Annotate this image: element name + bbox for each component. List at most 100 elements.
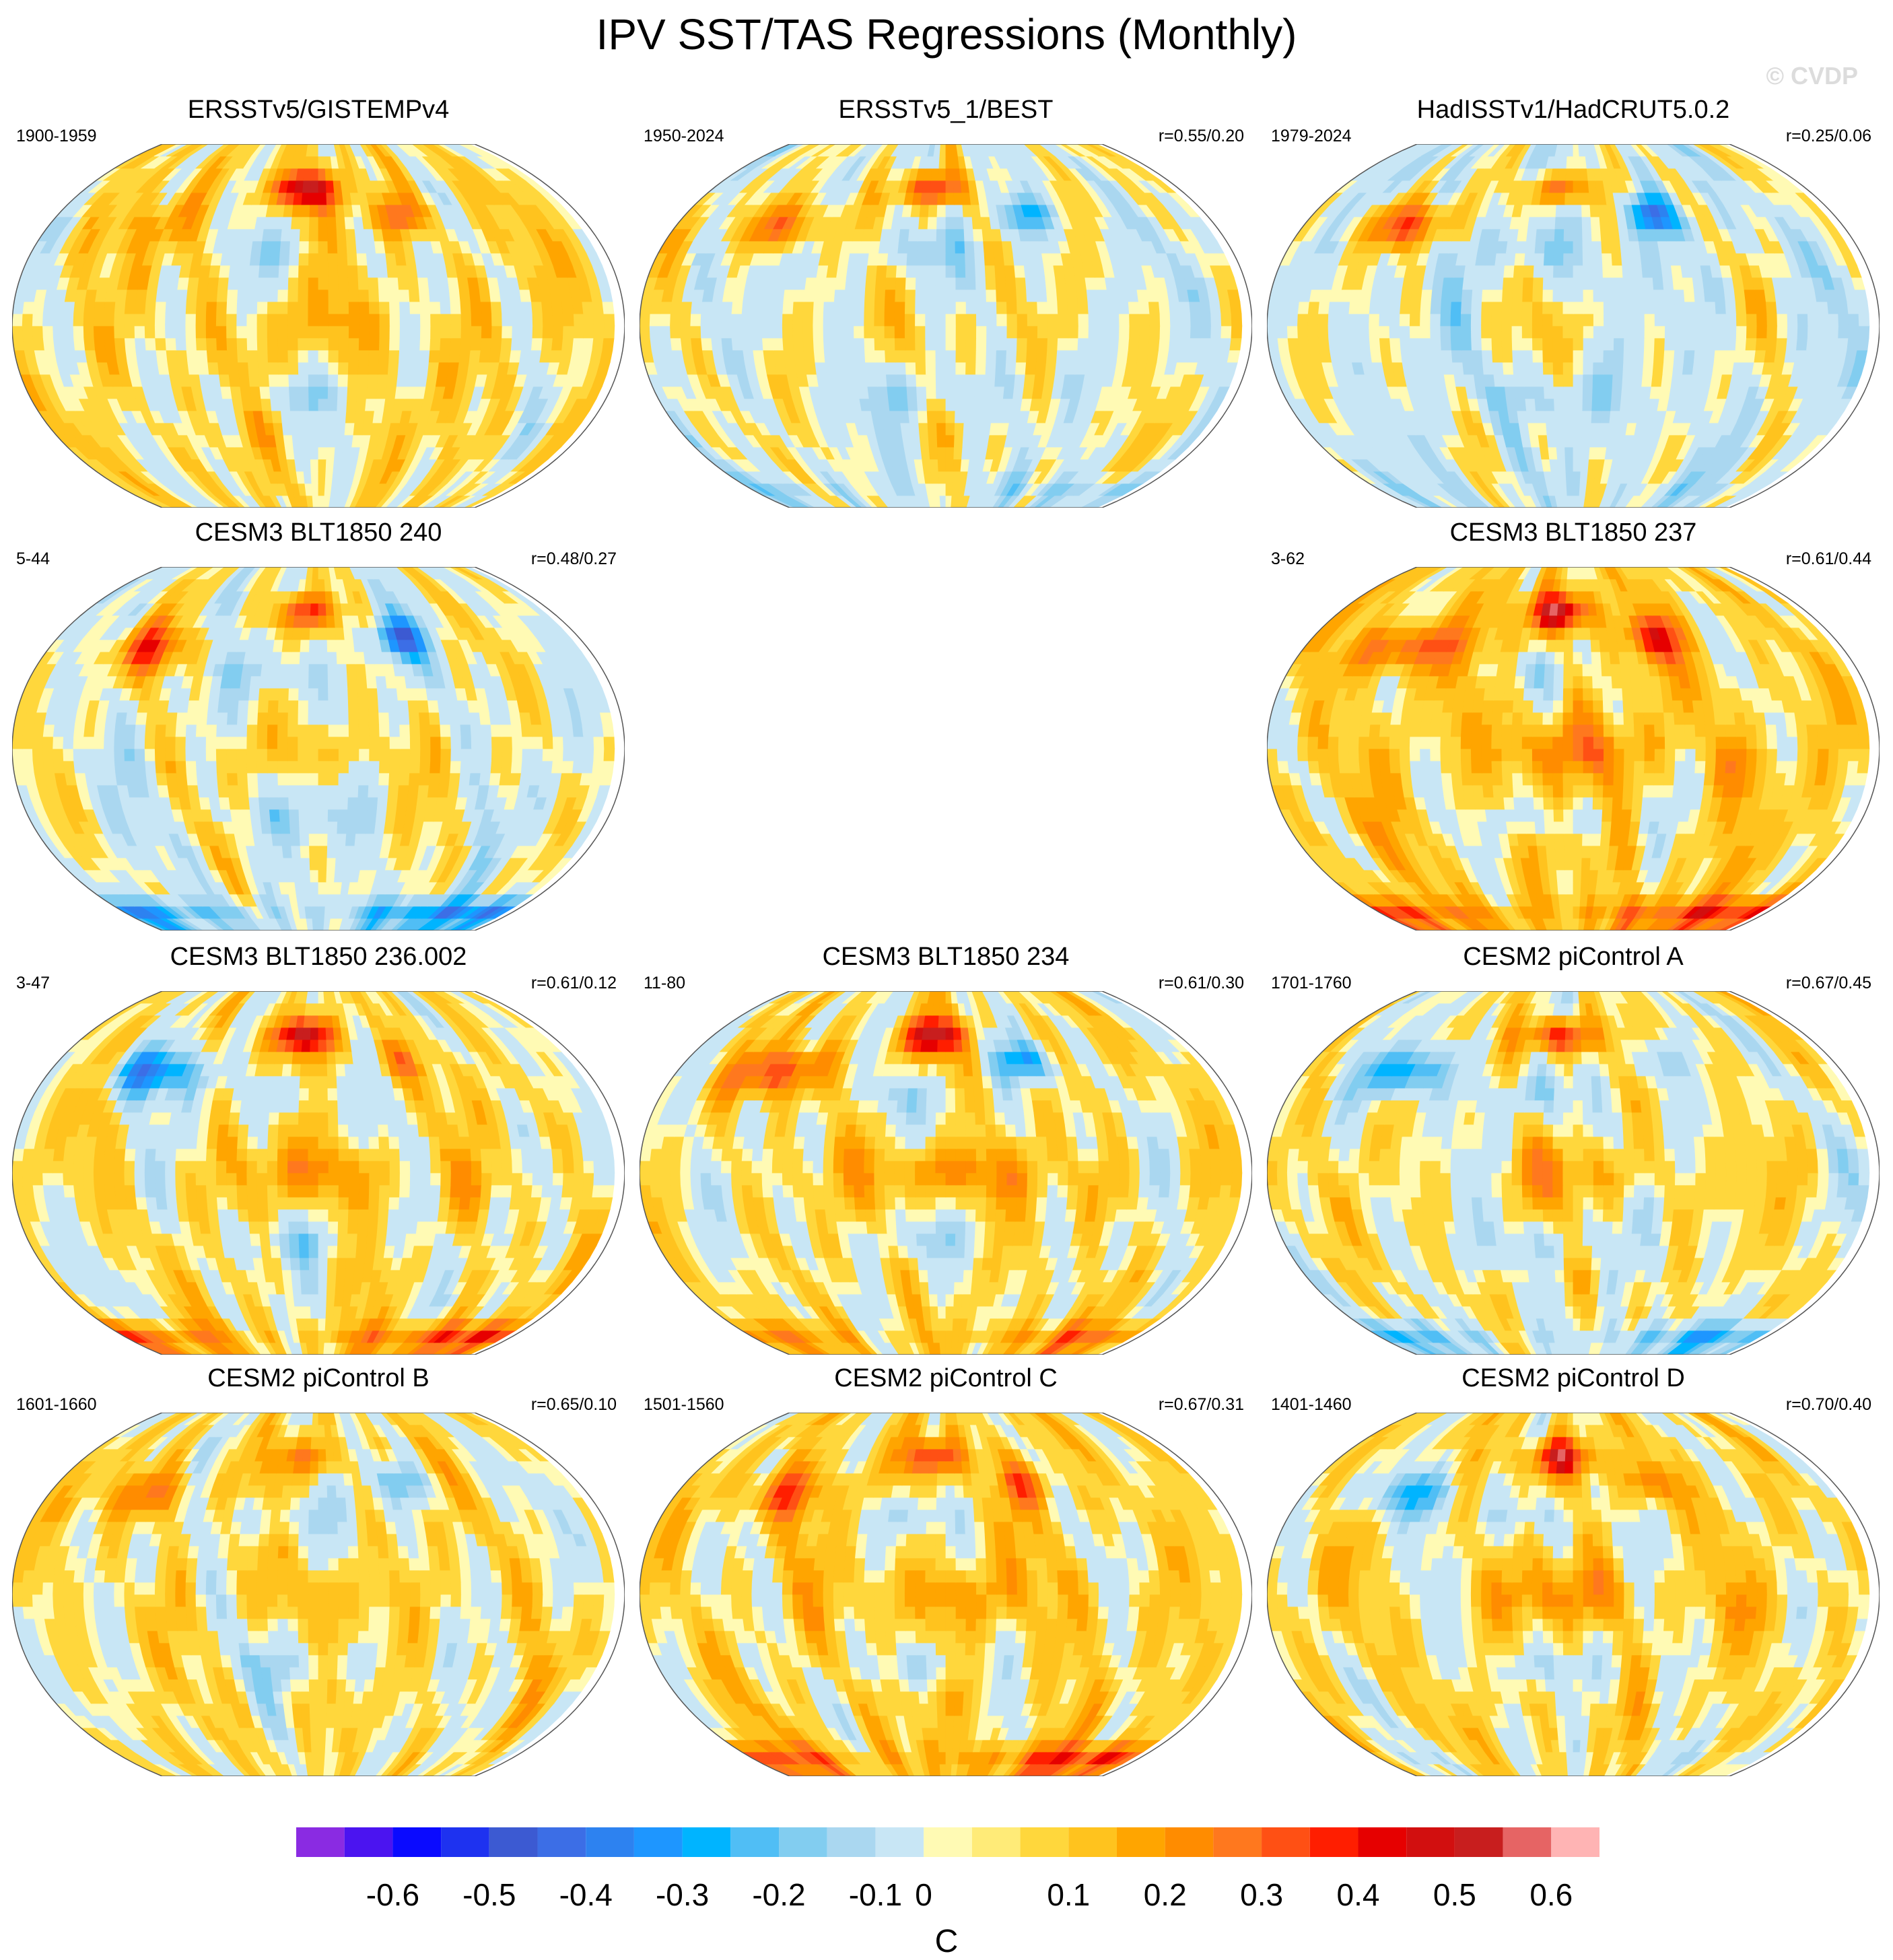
map-cell bbox=[387, 265, 398, 277]
map-cell bbox=[1724, 290, 1735, 302]
map-cell bbox=[1004, 374, 1015, 386]
map-cell bbox=[298, 350, 308, 362]
map-cell bbox=[520, 350, 532, 362]
map-cell bbox=[1441, 314, 1451, 326]
map-cell bbox=[994, 253, 1004, 265]
map-cell bbox=[1431, 314, 1441, 326]
map-cell bbox=[1037, 302, 1048, 314]
map-cell bbox=[1857, 302, 1869, 314]
map-cell bbox=[386, 253, 397, 265]
map-cell bbox=[1508, 411, 1519, 423]
map-cell bbox=[936, 326, 946, 338]
map-cell bbox=[907, 399, 918, 411]
map-cell bbox=[427, 362, 439, 374]
map-cell bbox=[1517, 229, 1528, 241]
map-cell bbox=[521, 338, 532, 350]
map-cell bbox=[520, 290, 532, 302]
map-panel-2: ERSSTv5_1/BEST 1950-2024 r=0.55/0.20 bbox=[633, 96, 1259, 513]
map-cell bbox=[479, 350, 491, 362]
map-cell bbox=[772, 314, 783, 326]
map-cell bbox=[390, 314, 400, 326]
map-cell bbox=[939, 483, 946, 496]
map-cell bbox=[895, 338, 905, 350]
map-cell bbox=[691, 314, 701, 326]
map-cell bbox=[1546, 217, 1556, 229]
map-cell bbox=[328, 399, 338, 411]
map-cell bbox=[956, 350, 966, 362]
map-cell bbox=[1675, 326, 1685, 338]
map-cell bbox=[309, 241, 318, 253]
map-cell bbox=[1451, 350, 1463, 362]
map-cell bbox=[345, 423, 355, 435]
map-cell bbox=[304, 168, 312, 180]
map-cell bbox=[1692, 362, 1704, 374]
map-cell bbox=[1482, 314, 1492, 326]
map-cell bbox=[1329, 302, 1340, 314]
panel-title: ERSSTv5_1/BEST bbox=[633, 96, 1259, 125]
map-cell bbox=[996, 277, 1006, 290]
map-cell bbox=[946, 302, 956, 314]
map-cell bbox=[348, 265, 358, 277]
regression-map bbox=[1267, 144, 1880, 508]
map-cell bbox=[280, 241, 290, 253]
map-cell bbox=[1591, 423, 1600, 435]
map-cell bbox=[1686, 314, 1696, 326]
map-cell bbox=[1583, 290, 1593, 302]
map-cell bbox=[1554, 411, 1564, 423]
map-cell bbox=[877, 253, 888, 265]
map-cell bbox=[390, 302, 401, 314]
map-cell bbox=[469, 290, 481, 302]
map-cell bbox=[339, 326, 349, 338]
map-cell bbox=[946, 168, 953, 180]
map-cell bbox=[793, 302, 804, 314]
map-cell bbox=[410, 338, 421, 350]
map-cell bbox=[1573, 447, 1581, 459]
map-cell bbox=[986, 362, 996, 374]
map-cell bbox=[339, 290, 349, 302]
map-cell bbox=[584, 326, 594, 338]
map-cell bbox=[1603, 265, 1613, 277]
map-cell bbox=[377, 265, 388, 277]
map-cell bbox=[1359, 302, 1371, 314]
map-cell bbox=[1506, 241, 1517, 253]
map-cell bbox=[965, 265, 975, 277]
map-cell bbox=[1130, 314, 1140, 326]
map-cell bbox=[834, 290, 845, 302]
map-cell bbox=[898, 399, 909, 411]
map-cell bbox=[1034, 265, 1045, 277]
map-cell bbox=[329, 277, 339, 290]
map-cell bbox=[329, 350, 339, 362]
map-cell bbox=[1190, 326, 1201, 338]
map-cell bbox=[288, 314, 298, 326]
map-cell bbox=[946, 217, 955, 229]
map-cell bbox=[1543, 290, 1553, 302]
map-cell bbox=[1003, 386, 1014, 399]
map-cell bbox=[875, 362, 886, 374]
map-cell bbox=[887, 253, 898, 265]
map-cell bbox=[916, 253, 926, 265]
map-cell bbox=[1593, 277, 1604, 290]
map-cell bbox=[1451, 338, 1461, 350]
map-cell bbox=[946, 459, 954, 471]
map-cell bbox=[318, 302, 329, 314]
map-cell bbox=[1119, 326, 1130, 338]
map-cell bbox=[711, 314, 722, 326]
map-cell bbox=[885, 314, 895, 326]
map-cell bbox=[603, 302, 614, 314]
map-cell bbox=[1746, 338, 1757, 350]
map-cell bbox=[1558, 471, 1567, 483]
map-cell bbox=[431, 314, 441, 326]
map-cell bbox=[986, 277, 996, 290]
panel-title: HadISSTv1/HadCRUT5.0.2 bbox=[1260, 96, 1886, 125]
map-cell bbox=[1797, 338, 1808, 350]
map-cell bbox=[955, 411, 965, 423]
map-cell bbox=[938, 459, 946, 471]
map-cell bbox=[1503, 362, 1513, 374]
map-cell bbox=[1563, 302, 1573, 314]
map-cell bbox=[1706, 326, 1717, 338]
map-cell bbox=[1564, 229, 1573, 241]
map-cell bbox=[73, 326, 84, 338]
map-cell bbox=[510, 290, 521, 302]
map-cell bbox=[854, 290, 865, 302]
map-cell bbox=[1014, 374, 1025, 386]
